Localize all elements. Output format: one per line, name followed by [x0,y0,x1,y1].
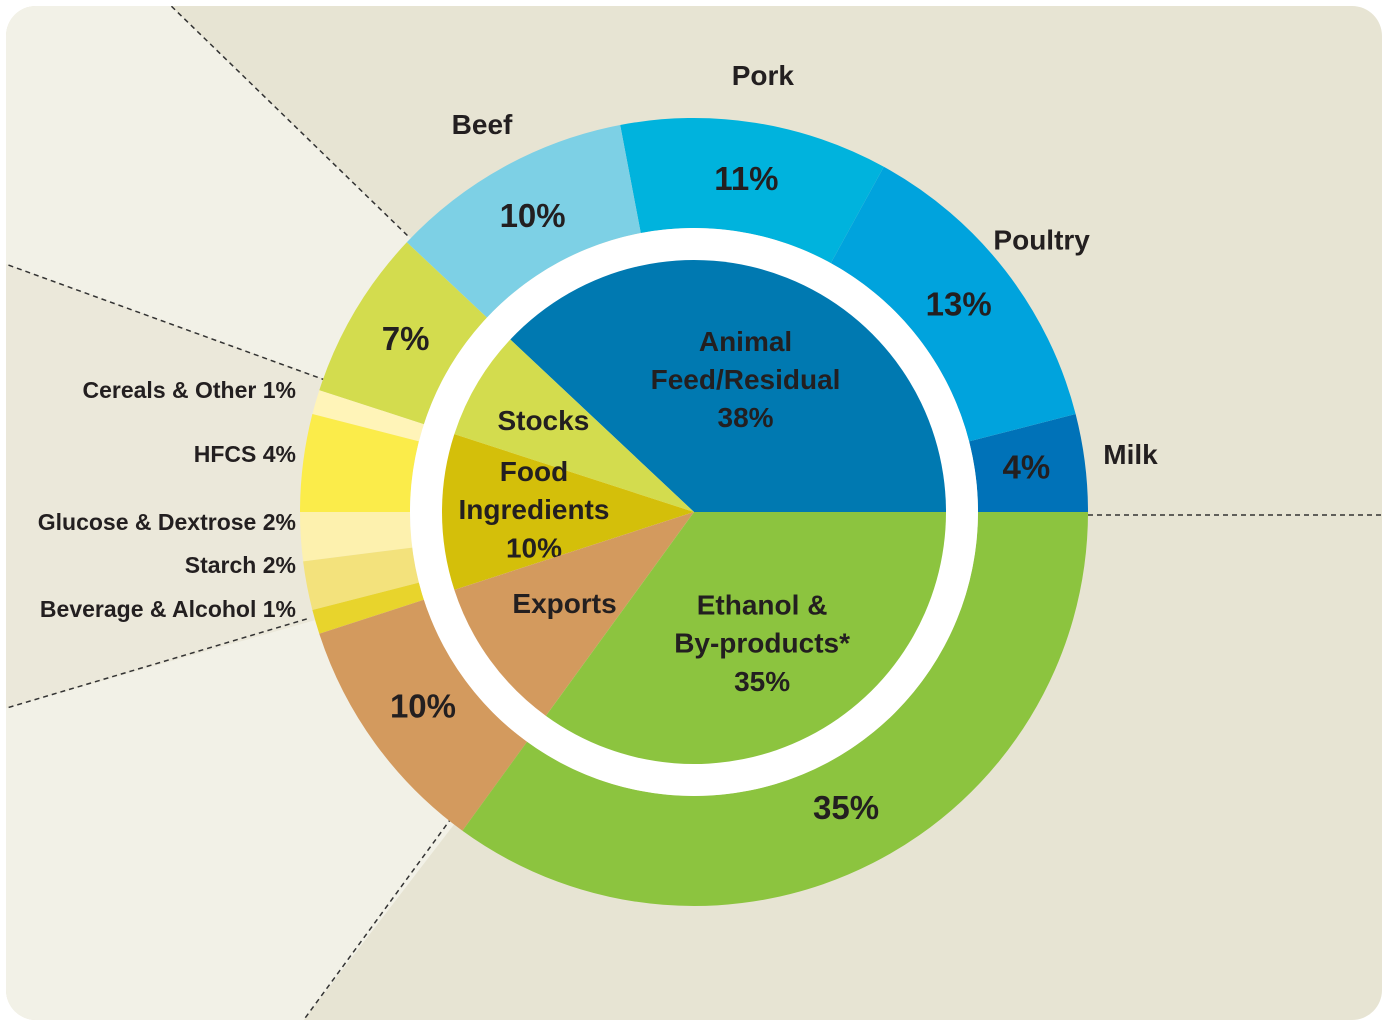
value-label: 4% [1003,449,1051,486]
value-label: 4% [263,441,296,467]
category-name: Glucose & Dextrose [38,509,257,535]
category-name: Pork [732,60,795,91]
value-label: 10% [500,197,566,234]
category-name: HFCS [194,441,257,467]
category-name: Poultry [993,225,1090,256]
value-label: 35% [813,789,879,826]
segment-label: Glucose & Dextrose 2% [38,509,296,535]
value-label: 38% [718,402,774,433]
value-label: 10% [390,688,456,725]
segment-label: Beverage & Alcohol 1% [40,596,296,622]
category-name: Starch [185,552,257,578]
line: Feed/Residual [651,364,841,395]
segment-label: Cereals & Other 1% [83,377,297,403]
value-label: 1% [263,377,296,403]
line: Stocks [497,405,589,436]
line: Exports [512,588,616,619]
value-label: 13% [926,285,992,322]
value-label: 1% [263,596,296,622]
value-label: 11% [714,160,778,197]
segment-label: HFCS 4% [194,441,296,467]
value-label: 35% [734,666,790,697]
line: Animal [699,326,792,357]
line: Food [500,456,568,487]
value-label: 2% [263,509,296,535]
category-name: Stocks [497,405,589,436]
category-name: Cereals & Other [83,377,257,403]
segment-label: Starch 2% [185,552,296,578]
line: Ethanol & [697,590,828,621]
value-label: 2% [263,552,296,578]
line: Ingredients [459,494,610,525]
line: By-products* [674,628,850,659]
category-name: Exports [512,588,616,619]
category-name: Milk [1103,439,1158,470]
category-name: Beverage & Alcohol [40,596,256,622]
chart: 4% Milk 13%Poultry 11% Pork 10% Beef 7% Cereals … [0,0,1388,1025]
category-name: Beef [452,109,513,140]
value-label: 7% [382,320,430,357]
